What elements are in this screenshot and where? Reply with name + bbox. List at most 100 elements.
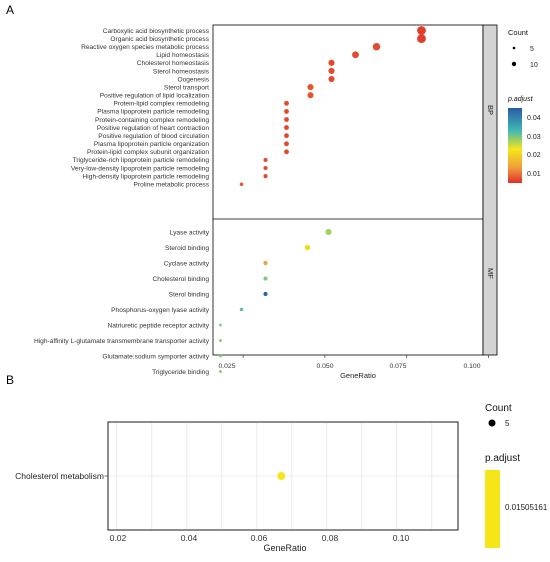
panel-b-padj-legend-title: p.adjust: [485, 453, 520, 464]
strip-bp-label: BP: [486, 105, 495, 115]
term-label: Cyclase activity: [164, 260, 210, 267]
term-label: Plasma lipoprotein particle remodeling: [97, 109, 209, 116]
enrichment-point: [304, 244, 311, 251]
panel-a-legend: Count 5 10 p.adjust 0.04 0.03 0.02 0.01: [507, 28, 541, 183]
count-legend-title: Count: [508, 28, 529, 37]
padj-colorbar: [508, 108, 522, 183]
term-label: Positive regulation of heart contraction: [97, 125, 209, 132]
enrichment-point: [284, 149, 289, 155]
term-label: Plasma lipoprotein particle organization: [94, 141, 209, 148]
enrichment-point: [328, 75, 335, 83]
term-label: Cholesterol metabolism: [15, 471, 104, 481]
enrichment-point: [263, 276, 268, 281]
enrichment-point: [284, 125, 289, 130]
panel-a: BP MF Carboxylic acid biosynthetic proce…: [34, 24, 541, 380]
panel-a-x-axis-title: GeneRatio: [340, 371, 376, 380]
term-label: Very-low-density lipoprotein particle re…: [71, 165, 210, 172]
panel-b-points: [277, 472, 286, 480]
term-label: Triglyceride-rich lipoprotein particle r…: [73, 157, 210, 164]
panel-b-x-tick-label: 0.10: [393, 533, 410, 543]
count-legend-key-small: [512, 46, 516, 50]
panel-b-x-tick-label: 0.02: [110, 533, 127, 543]
term-label: Positive regulation of blood circulation: [98, 133, 209, 140]
term-label: Carboxylic acid biosynthetic process: [103, 28, 210, 35]
enrichment-point: [284, 141, 289, 147]
enrichment-point: [417, 34, 426, 43]
term-label: Reactive oxygen species metabolic proces…: [81, 44, 210, 51]
term-label: Triglyceride binding: [152, 369, 209, 376]
panel-b-x-axis-title: GeneRatio: [263, 543, 306, 553]
enrichment-point: [284, 133, 289, 139]
panel-b-x-tick-label: 0.04: [181, 533, 198, 543]
term-label: High-affinity L-glutamate transmembrane …: [34, 338, 210, 345]
panel-a-x-axis: 0.025 0.050 0.075 0.100 GeneRatio: [218, 355, 489, 380]
panel-b-count-legend-title: Count: [485, 403, 512, 414]
panel-b-x-tick-label: 0.06: [251, 533, 268, 543]
enrichment-point: [219, 323, 222, 327]
panel-a-x-tick-label: 0.050: [316, 363, 333, 370]
enrichment-point: [263, 165, 268, 171]
panel-b-label: B: [6, 373, 14, 387]
panel-a-x-tick-label: 0.100: [463, 363, 480, 370]
strip-mf: [483, 219, 497, 355]
term-label: Sterol binding: [169, 291, 210, 298]
term-label: Sterol homeostasis: [153, 68, 210, 75]
panel-a-frame: [212, 24, 484, 356]
enrichment-point: [263, 157, 268, 163]
padj-legend-label: 0.02: [527, 152, 541, 159]
count-legend-key-large: [511, 61, 517, 67]
enrichment-point: [372, 42, 381, 51]
enrichment-point: [284, 117, 289, 122]
term-label: Glutamate:sodium symporter activity: [102, 353, 209, 360]
panel-b-padj-legend-label: 0.01505161: [505, 503, 548, 512]
strip-bp: [483, 25, 497, 219]
enrichment-point: [277, 472, 286, 480]
enrichment-point: [263, 291, 268, 297]
strip-mf-label: MF: [486, 268, 495, 279]
enrichment-point: [328, 67, 335, 75]
term-label: Steroid binding: [165, 245, 209, 252]
term-label: Cholesterol binding: [153, 276, 210, 283]
enrichment-point: [219, 339, 222, 342]
term-label: Proline metabolic process: [134, 182, 210, 189]
panel-b-count-legend-key: [488, 419, 496, 427]
term-label: High-density lipoprotein particle remode…: [83, 173, 210, 180]
term-label: Protein-lipid complex remodeling: [113, 101, 209, 108]
panel-b-term-labels: Cholesterol metabolism: [15, 471, 108, 481]
count-legend-label: 10: [530, 62, 538, 69]
enrichment-point: [325, 228, 332, 236]
panel-b-x-tick-label: 0.08: [322, 533, 339, 543]
term-label: Phosphorus-oxygen lyase activity: [111, 307, 210, 314]
panel-b-legend: Count 5 p.adjust 0.01505161: [485, 403, 548, 548]
term-label: Lipid homeostasis: [156, 52, 209, 59]
term-label: Sterol transport: [164, 84, 209, 91]
term-label: Positive regulation of lipid localizatio…: [100, 93, 210, 100]
enrichment-point: [417, 26, 426, 35]
enrichment-point: [263, 260, 268, 266]
panel-a-x-tick-label: 0.025: [218, 363, 235, 370]
term-label: Cholesterol homeostasis: [137, 60, 210, 67]
panel-a-x-tick-label: 0.075: [389, 363, 406, 370]
padj-legend-title: p.adjust: [507, 96, 534, 103]
enrichment-point: [284, 100, 289, 106]
panel-b: Cholesterol metabolism 0.02 0.04 0.06 0.…: [15, 403, 548, 553]
panel-b-count-legend-label: 5: [505, 419, 510, 428]
term-label: Organic acid biosynthetic process: [110, 36, 209, 43]
strip-frame: [482, 24, 498, 356]
panel-a-term-labels: Carboxylic acid biosynthetic processOrga…: [34, 28, 210, 376]
enrichment-point: [284, 108, 289, 114]
panel-b-padj-colorbar: [485, 470, 500, 548]
enrichment-point: [307, 84, 314, 91]
panel-a-label: A: [6, 3, 14, 17]
count-legend-label: 5: [530, 46, 534, 53]
enrichment-point: [239, 182, 244, 186]
padj-legend-label: 0.03: [527, 134, 541, 141]
enrichment-point: [328, 59, 335, 66]
enrichment-point: [219, 370, 222, 373]
enrichment-point: [307, 92, 314, 99]
term-label: Oogenesis: [177, 76, 209, 83]
panel-b-x-axis: 0.02 0.04 0.06 0.08 0.10 GeneRatio: [110, 533, 410, 553]
panel-a-points: [219, 26, 426, 373]
term-label: Protein-containing complex remodeling: [95, 117, 209, 124]
